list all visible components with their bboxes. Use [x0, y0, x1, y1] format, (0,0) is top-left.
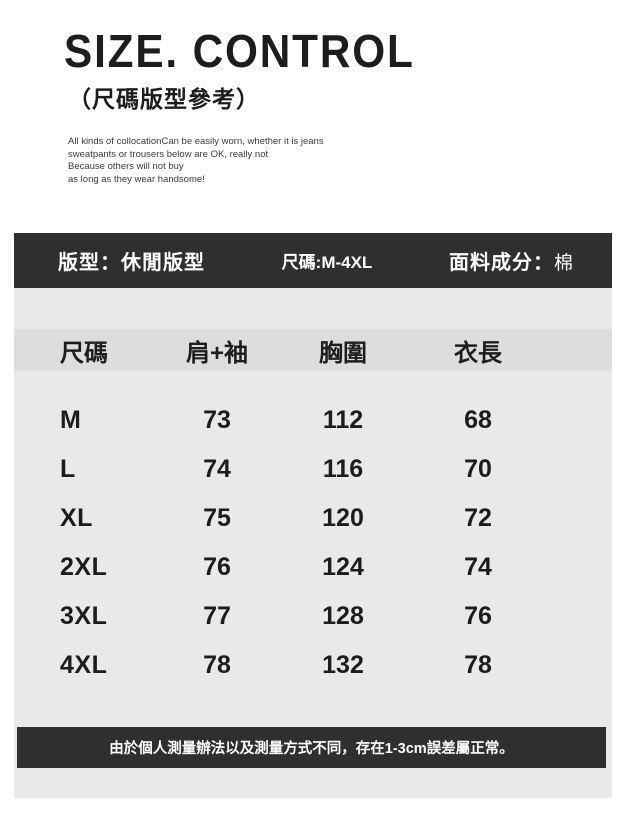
cell-length: 72 [464, 504, 492, 532]
cell-size: 3XL [60, 602, 108, 630]
cell-length: 74 [464, 553, 492, 581]
cell-shoulder-sleeve: 75 [203, 504, 231, 532]
spacer [14, 288, 612, 329]
cell-chest: 120 [322, 504, 364, 532]
table-row: L 74 116 70 [14, 445, 612, 494]
cell-chest: 128 [322, 602, 364, 630]
cell-shoulder-sleeve: 77 [203, 602, 231, 630]
info-bar: 版型：休閒版型 尺碼:M-4XL 面料成分：棉 [14, 233, 612, 288]
table-row: 3XL 77 128 76 [14, 592, 612, 641]
fabric-value: 棉 [553, 253, 574, 274]
table-row: 4XL 78 132 78 [14, 641, 612, 690]
description-text: All kinds of collocationCan be easily wo… [68, 136, 324, 185]
cell-size: XL [60, 504, 93, 532]
cell-size: L [60, 455, 76, 483]
cell-shoulder-sleeve: 76 [203, 553, 231, 581]
cell-chest: 116 [322, 455, 364, 483]
cell-size: M [60, 406, 82, 434]
cell-chest: 112 [322, 406, 364, 434]
header-cell-chest: 胸圍 [319, 339, 367, 367]
page-subtitle: （尺碼版型參考） [68, 86, 260, 112]
fabric-label: 面料成分：棉 [449, 246, 574, 275]
table-row: 2XL 76 124 74 [14, 543, 612, 592]
fit-type-label: 版型：休閒版型 [58, 252, 205, 274]
cell-length: 78 [464, 651, 492, 679]
table-body: M 73 112 68 L 74 116 70 XL 75 120 72 2XL… [14, 371, 612, 690]
tolerance-note-text: 由於個人測量辦法以及測量方式不同，存在1-3cm誤差屬正常。 [109, 741, 514, 757]
table-row: XL 75 120 72 [14, 494, 612, 543]
table-header-row: 尺碼 肩+袖 胸圍 衣長 [14, 329, 612, 371]
cell-chest: 124 [322, 553, 364, 581]
cell-shoulder-sleeve: 74 [203, 455, 231, 483]
header-cell-length: 衣長 [454, 339, 502, 367]
size-chart-card: 版型：休閒版型 尺碼:M-4XL 面料成分：棉 尺碼 肩+袖 胸圍 衣長 M 7… [14, 233, 612, 798]
cell-length: 68 [464, 406, 492, 434]
cell-length: 70 [464, 455, 492, 483]
table-row: M 73 112 68 [14, 396, 612, 445]
cell-size: 4XL [60, 651, 108, 679]
tolerance-note-bar: 由於個人測量辦法以及測量方式不同，存在1-3cm誤差屬正常。 [17, 727, 606, 768]
cell-shoulder-sleeve: 78 [203, 651, 231, 679]
size-range-label: 尺碼:M-4XL [281, 253, 373, 272]
header-cell-shoulder-sleeve: 肩+袖 [185, 339, 248, 367]
cell-shoulder-sleeve: 73 [203, 406, 231, 434]
header-cell-size: 尺碼 [60, 339, 108, 367]
cell-size: 2XL [60, 553, 108, 581]
cell-chest: 132 [322, 651, 364, 679]
cell-length: 76 [464, 602, 492, 630]
page-title: SIZE. CONTROL [64, 25, 415, 77]
fabric-label-text: 面料成分： [448, 252, 554, 274]
